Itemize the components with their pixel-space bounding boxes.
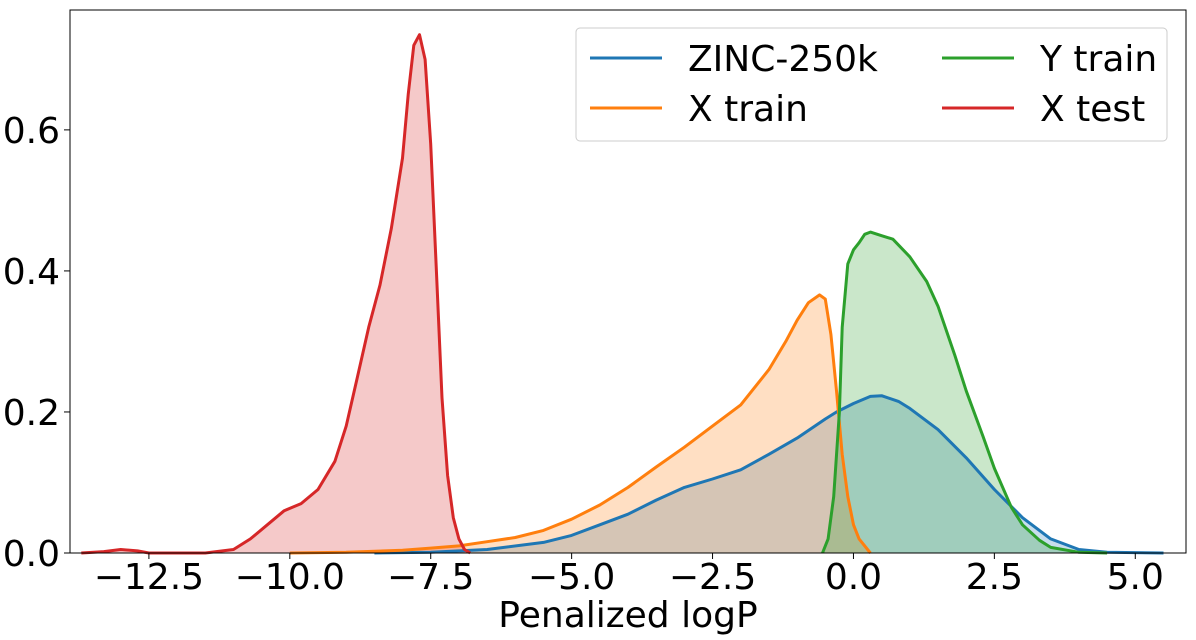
x-tick-label: −12.5: [94, 557, 204, 598]
legend-label-x-test: X test: [1040, 89, 1145, 130]
density-fills: [81, 34, 1164, 553]
x-axis-label: Penalized logP: [498, 595, 757, 636]
x-tick-label: 2.5: [966, 557, 1023, 598]
y-tick-label: 0.6: [3, 111, 60, 152]
plot-frame: [69, 9, 1187, 554]
legend-label-x-train: X train: [688, 89, 808, 130]
area-x-train: [289, 294, 871, 553]
legend-frame: [575, 27, 1168, 142]
y-axis: 0.0 0.2 0.4 0.6: [3, 111, 70, 575]
legend-label-zinc-250k: ZINC-250k: [688, 39, 878, 80]
x-tick-label: −7.5: [387, 557, 474, 598]
x-tick-label: −2.5: [669, 557, 756, 598]
line-y-train: [821, 230, 1108, 555]
legend-label-y-train: Y train: [1039, 39, 1157, 80]
area-zinc-250k: [374, 395, 1164, 553]
area-x-test: [81, 34, 471, 553]
y-tick-label: 0.2: [3, 393, 60, 434]
area-y-train: [822, 232, 1108, 553]
x-tick-label: 0.0: [825, 557, 882, 598]
x-tick-label: −10.0: [235, 557, 345, 598]
x-axis: −12.5 −10.0 −7.5 −5.0 −2.5 0.0 2.5 5.0: [94, 553, 1164, 598]
x-tick-label: −5.0: [528, 557, 615, 598]
x-tick-label: 5.0: [1107, 557, 1164, 598]
legend: ZINC-250k X train Y train X test: [575, 27, 1168, 142]
y-tick-label: 0.4: [3, 252, 60, 293]
y-tick-label: 0.0: [3, 534, 60, 575]
